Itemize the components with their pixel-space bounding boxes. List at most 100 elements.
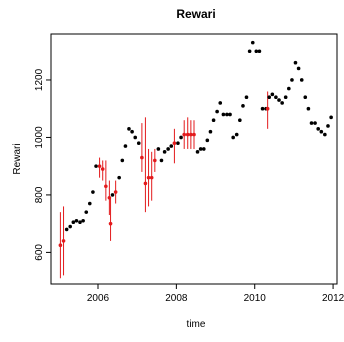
observed-point [71,220,76,225]
x-tick-label: 2012 [322,293,344,304]
imputed-point [192,132,196,137]
observed-point [169,144,174,148]
observed-point [313,121,317,125]
observed-point [274,95,278,100]
observed-point [117,175,121,180]
observed-point [91,190,95,194]
observed-point [238,118,242,123]
observed-point [74,218,79,223]
x-tick-label: 2008 [165,293,188,304]
observed-point [287,86,291,91]
observed-point [250,40,255,45]
y-tick-label: 1200 [34,68,45,91]
imputed-point [113,190,118,194]
observed-point [319,129,324,134]
y-axis: 600 800 1000 1200 [34,68,52,261]
chart-title: Rewari [176,7,215,21]
observed-point [225,112,229,117]
observed-point [283,95,288,100]
imputed-point [58,243,63,248]
observed-point [221,112,226,117]
imputed-point [153,158,157,163]
imputed-point [104,184,108,189]
observed-point [267,95,272,100]
imputed-point [146,175,151,180]
observed-point [299,78,304,82]
observed-point [218,101,223,105]
observed-point [68,224,72,229]
observed-point [257,49,262,54]
observed-point [211,118,216,123]
observed-point [231,135,235,140]
imputed-point [61,239,66,243]
observed-point [260,106,265,111]
y-tick-label: 800 [34,186,45,203]
x-tick-label: 2006 [87,293,110,304]
observed-point [166,147,170,151]
observed-point [277,98,281,102]
imputed-point [265,106,270,111]
observed-point [280,101,284,105]
imputed-point [172,141,177,145]
imputed-point [140,155,144,160]
observed-point [326,124,330,128]
observed-point [64,227,69,232]
observed-point [179,135,183,140]
observed-point [303,95,308,100]
observed-point [228,112,232,117]
imputed-point [100,167,105,171]
observed-point [201,147,206,151]
x-axis-title: time [187,319,206,330]
imputed-point [107,195,112,200]
imputed-point [143,181,148,186]
observed-point [136,141,141,145]
observed-point [309,121,314,125]
observed-point [159,158,164,163]
observed-point [323,132,327,137]
observed-point [254,49,259,54]
observed-point [290,78,294,82]
observed-point [316,127,320,131]
imputed-point [182,132,187,137]
observed-point [293,60,298,65]
observed-point [329,115,333,120]
imputed-point [108,221,113,226]
observed-point [81,218,85,223]
observed-point [127,127,131,131]
y-axis-title: Rewari [12,143,23,174]
observed-point [234,132,239,137]
imputed-point [97,164,102,168]
observed-point [87,201,92,206]
x-axis: 2006 2008 2010 2012 [87,283,344,304]
observed-point [176,141,180,145]
observed-point [110,193,115,197]
imputed-point [185,132,190,137]
observed-point [133,135,138,140]
observed-point [270,92,275,97]
y-tick-label: 600 [34,244,45,261]
y-tick-label: 1000 [34,126,45,149]
imputed-point [189,132,193,137]
observed-point [120,158,125,163]
observed-point [208,129,213,134]
observed-point [215,109,219,114]
observed-point [198,147,203,151]
observed-point [244,95,249,100]
observed-point [306,106,311,111]
imputed-point [149,175,154,180]
x-tick-label: 2010 [244,293,267,304]
points-layer [58,40,333,248]
observed-point [130,129,134,134]
observed-point [84,210,89,214]
observed-point [78,220,82,225]
observed-point [162,150,167,154]
observed-point [156,147,161,151]
observed-point [94,164,98,168]
observed-point [195,150,200,154]
observed-point [205,138,210,143]
observed-point [123,144,128,148]
observed-point [241,104,245,108]
